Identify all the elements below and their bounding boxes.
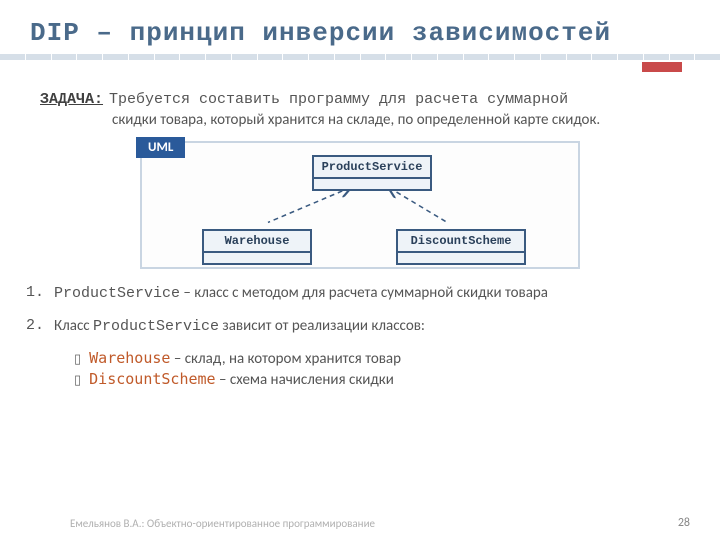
item1-code: ProductService (54, 285, 180, 302)
item1-text: – класс с методом для расчета суммарной … (180, 284, 548, 302)
slide-footer: Емельянов В.А.: Объектно-ориентированное… (70, 516, 690, 530)
uml-class-warehouse: Warehouse (202, 229, 312, 265)
task-line2: скидки товара, который хранится на склад… (40, 110, 680, 130)
sub2-text: – схема начисления скидки (216, 371, 394, 389)
uml-class-discountscheme-label: DiscountScheme (398, 231, 524, 253)
task-label: ЗАДАЧА: (40, 90, 103, 110)
item2-post: зависит от реализации классов: (219, 317, 425, 335)
footer-page: 28 (678, 516, 690, 530)
uml-class-warehouse-label: Warehouse (204, 231, 310, 253)
sub-item-discountscheme: ▯ DiscountScheme – схема начисления скид… (24, 370, 680, 389)
header-stripe (0, 54, 720, 60)
sub1-code: Warehouse (89, 349, 170, 367)
footer-author: Емельянов В.А.: Объектно-ориентированное… (70, 517, 375, 530)
accent-bar-wrap (0, 62, 720, 72)
sub2-code: DiscountScheme (89, 370, 215, 388)
list-item-1: 1. ProductService – класс с методом для … (24, 283, 680, 304)
list-num-1: 1. (24, 283, 44, 304)
uml-canvas: ProductService Warehouse DiscountScheme (140, 141, 580, 269)
item2-pre: Класс (54, 317, 93, 335)
bullet-icon: ▯ (74, 351, 81, 367)
uml-class-productservice-label: ProductService (314, 157, 430, 179)
task-line1: Требуется составить программу для расчет… (109, 90, 568, 110)
uml-diagram: UML ProductService Warehouse Disc (140, 141, 580, 269)
item2-code: ProductService (93, 318, 219, 335)
bullet-icon: ▯ (74, 372, 81, 388)
uml-class-productservice: ProductService (312, 155, 432, 191)
list-item-2: 2. Класс ProductService зависит от реали… (24, 316, 680, 337)
sub-item-warehouse: ▯ Warehouse – склад, на котором хранится… (24, 349, 680, 368)
task-block: ЗАДАЧА: Требуется составить программу дл… (0, 72, 720, 269)
uml-tag: UML (136, 137, 185, 159)
list-num-2: 2. (24, 316, 44, 337)
slide-title: DIP – принцип инверсии зависимостей (0, 0, 720, 54)
accent-bar (642, 62, 682, 72)
sub1-text: – склад, на котором хранится товар (170, 350, 401, 368)
description-list: 1. ProductService – класс с методом для … (0, 269, 720, 390)
uml-class-discountscheme: DiscountScheme (396, 229, 526, 265)
